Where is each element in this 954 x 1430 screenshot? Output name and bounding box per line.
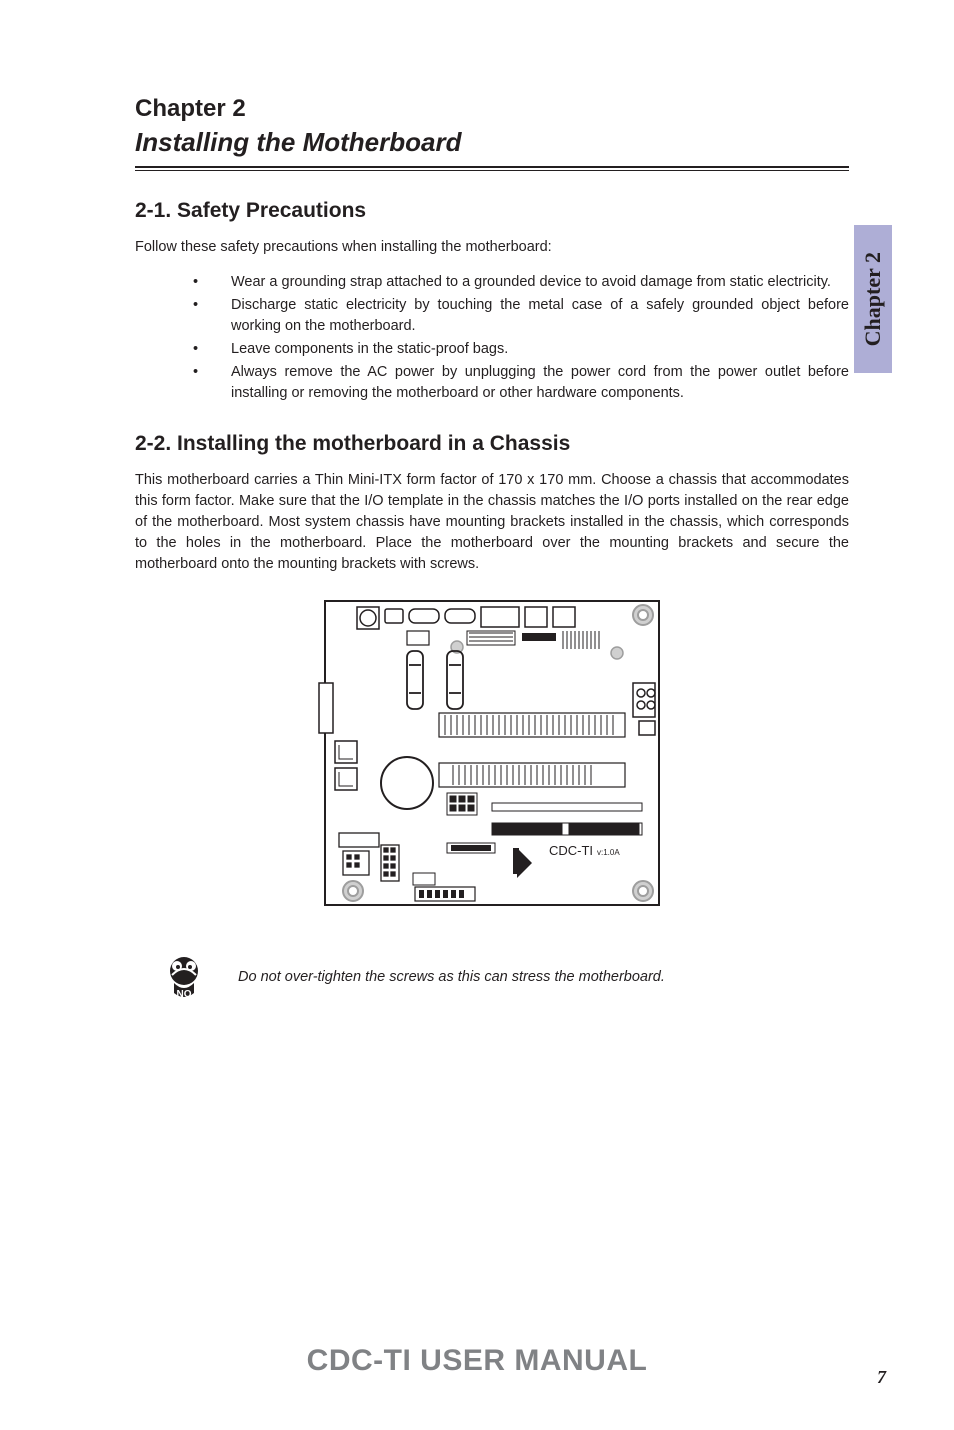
board-label: CDC-TI: [549, 843, 593, 858]
chapter-title: Installing the Motherboard: [135, 127, 849, 158]
section-2-body: This motherboard carries a Thin Mini-ITX…: [135, 470, 849, 575]
note-text: Do not over-tighten the screws as this c…: [238, 969, 665, 985]
section-1-intro: Follow these safety precautions when ins…: [135, 237, 849, 258]
motherboard-figure: CDC-TI v:1.0A: [317, 593, 667, 913]
divider-thin: [135, 170, 849, 171]
safety-bullets: Wear a grounding strap attached to a gro…: [135, 272, 849, 404]
board-label-rev: v:1.0A: [597, 848, 620, 857]
page-number: 7: [877, 1367, 886, 1388]
divider-thick: [135, 166, 849, 168]
list-item: Always remove the AC power by unplugging…: [193, 362, 849, 404]
no-icon: NO: [160, 953, 208, 1001]
footer: CDC-TI USER MANUAL: [0, 1344, 954, 1378]
note-row: NO Do not over-tighten the screws as thi…: [135, 953, 849, 1001]
chapter-number: Chapter 2: [135, 95, 849, 123]
no-icon-label: NO: [177, 989, 192, 1000]
chapter-side-tab: Chapter 2: [854, 225, 892, 373]
section-2-heading: 2-2. Installing the motherboard in a Cha…: [135, 432, 849, 456]
footer-title: CDC-TI USER MANUAL: [0, 1344, 954, 1378]
list-item: Wear a grounding strap attached to a gro…: [193, 272, 849, 293]
list-item: Discharge static electricity by touching…: [193, 295, 849, 337]
page-content: Chapter 2 Installing the Motherboard 2-1…: [0, 0, 954, 1001]
side-tab-label: Chapter 2: [860, 252, 886, 346]
section-1-heading: 2-1. Safety Precautions: [135, 199, 849, 223]
list-item: Leave components in the static-proof bag…: [193, 339, 849, 360]
